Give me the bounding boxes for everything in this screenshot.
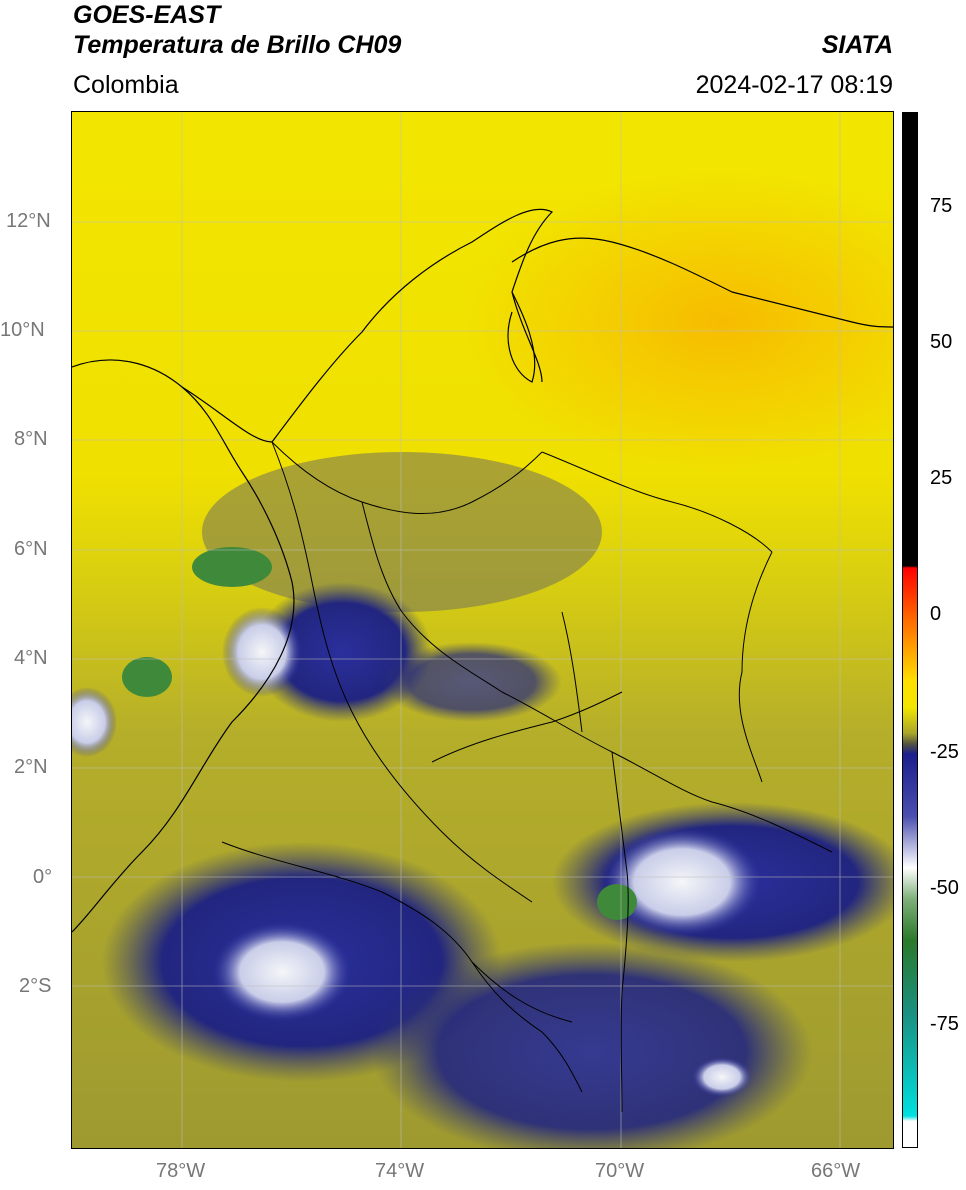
colorbar-label: 50 — [930, 331, 953, 353]
lat-tick: 2°N — [14, 756, 48, 778]
cloud-cold-center — [382, 642, 562, 722]
lat-tick: 2°S — [19, 975, 52, 997]
cloud-overshoot-3 — [597, 884, 637, 920]
colorbar-label: -50 — [930, 877, 959, 899]
colorbar-gradient — [903, 113, 917, 1147]
cloud-core-southwest — [212, 922, 352, 1022]
cloud-core-pacific — [72, 687, 117, 757]
lat-tick: 8°N — [14, 428, 48, 450]
colorbar-label: -25 — [930, 741, 959, 763]
lat-tick: 6°N — [14, 538, 48, 560]
lat-tick: 4°N — [14, 647, 48, 669]
title-product: Temperatura de Brillo CH09 — [73, 31, 402, 59]
colorbar — [902, 112, 918, 1148]
lon-tick: 66°W — [811, 1160, 861, 1182]
lon-tick: 78°W — [156, 1160, 206, 1182]
satellite-map — [72, 112, 893, 1148]
cloud-core-west — [222, 607, 302, 697]
cloud-band-central — [202, 452, 602, 612]
cloud-cold-south — [372, 942, 812, 1148]
cloud-overshoot-1 — [192, 547, 272, 587]
org-label: SIATA — [821, 31, 893, 59]
cloud-core-southeast — [602, 827, 762, 937]
lon-tick: 70°W — [595, 1160, 645, 1182]
lat-tick: 10°N — [0, 319, 45, 341]
lon-tick: 74°W — [375, 1160, 425, 1182]
region-label: Colombia — [73, 71, 179, 99]
title-satellite: GOES-EAST — [73, 1, 221, 29]
lat-tick: 0° — [33, 866, 53, 888]
gridlines — [72, 112, 893, 1148]
cloud-core-small — [692, 1057, 752, 1097]
colorbar-label: 75 — [930, 195, 953, 217]
coastlines — [72, 208, 893, 933]
admin-borders — [221, 441, 833, 1113]
colorbar-label: 0 — [930, 603, 942, 625]
colorbar-label: -75 — [930, 1013, 959, 1035]
warm-region-northeast — [462, 172, 893, 472]
lat-tick: 12°N — [6, 210, 51, 232]
datetime-label: 2024-02-17 08:19 — [695, 71, 893, 99]
cloud-overshoot-2 — [122, 657, 172, 697]
colorbar-label: 25 — [930, 467, 953, 489]
